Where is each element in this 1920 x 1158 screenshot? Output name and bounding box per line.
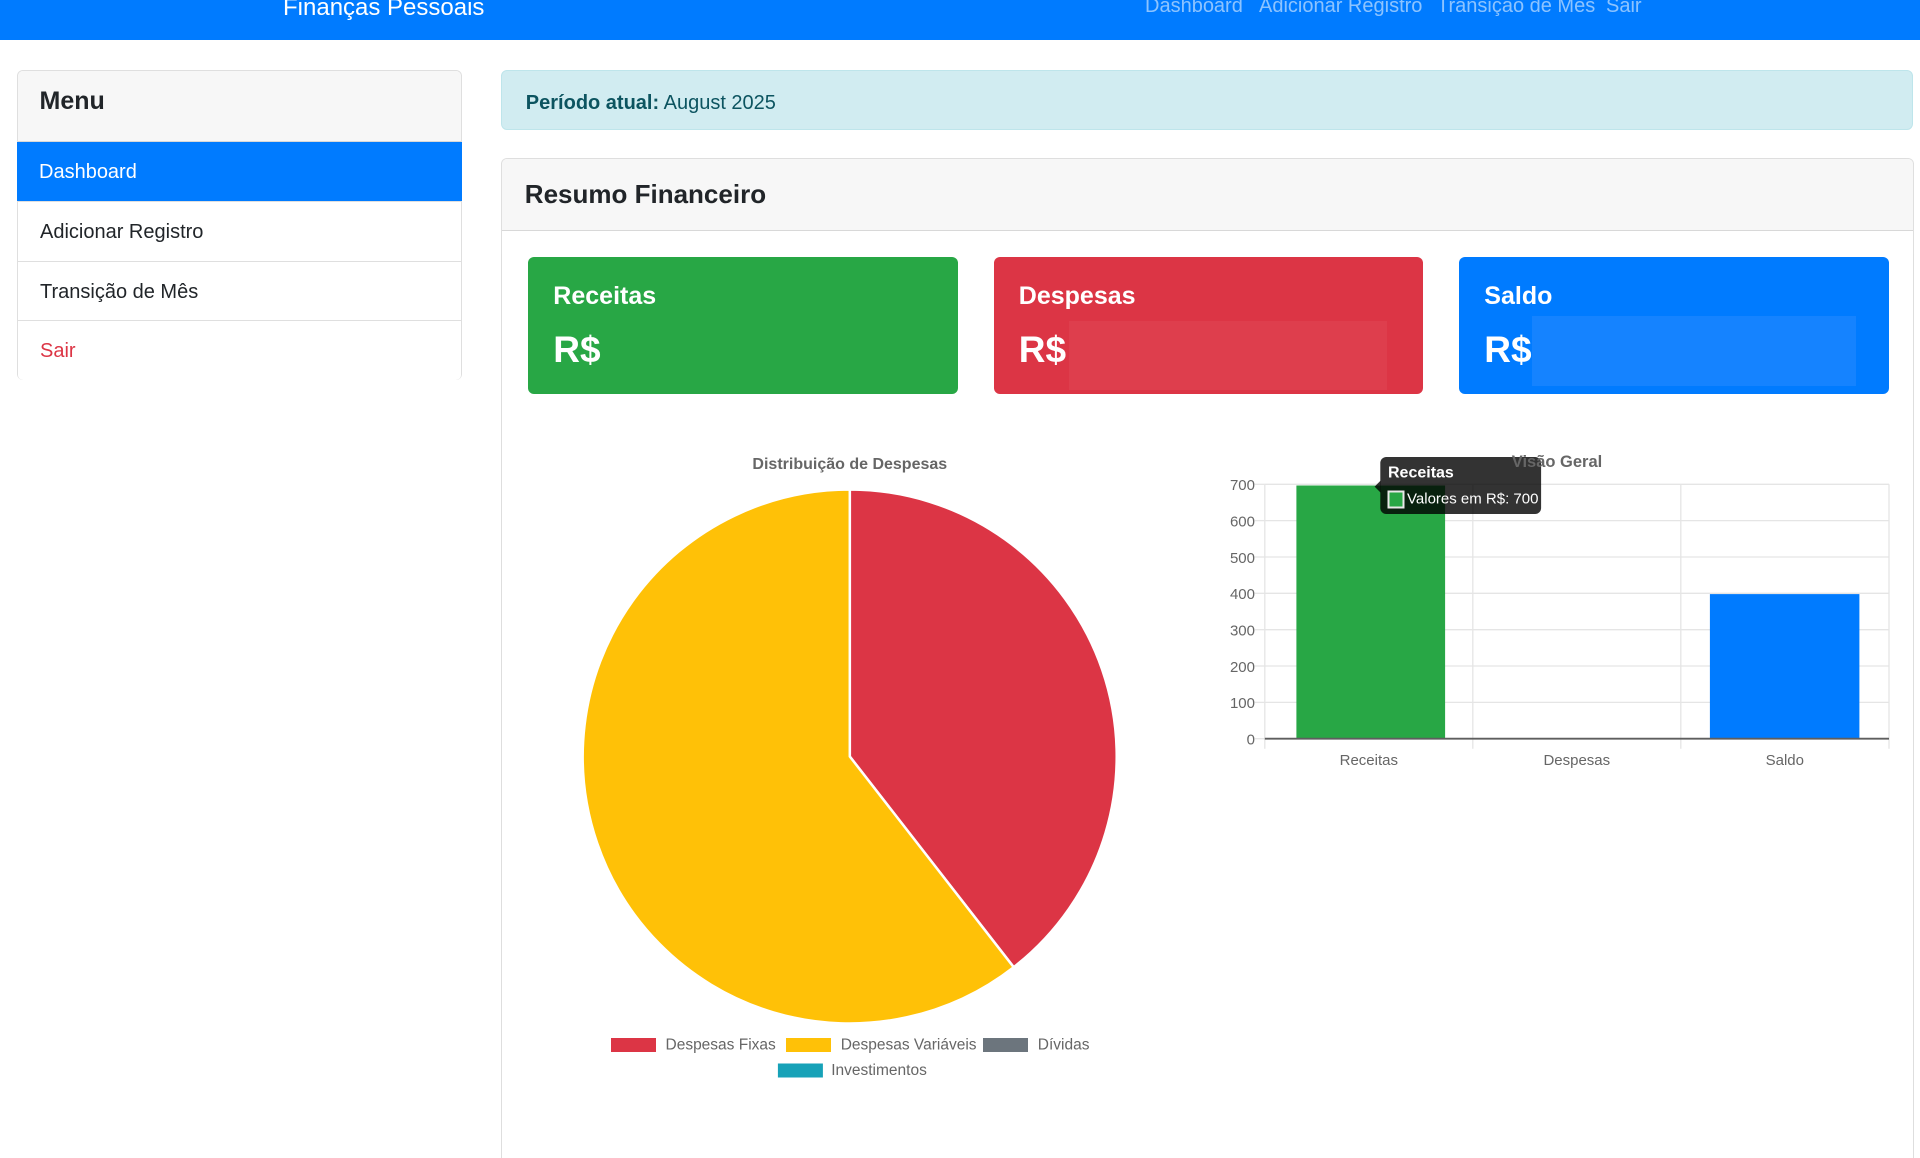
svg-text:Receitas: Receitas	[1340, 752, 1398, 769]
svg-text:700: 700	[1230, 477, 1255, 494]
svg-text:200: 200	[1230, 659, 1255, 676]
svg-text:Despesas: Despesas	[1543, 752, 1610, 769]
svg-text:600: 600	[1230, 513, 1255, 530]
svg-text:Distribuição de Despesas: Distribuição de Despesas	[752, 456, 947, 473]
svg-text:Receitas: Receitas	[1388, 465, 1454, 482]
svg-text:Despesas Variáveis: Despesas Variáveis	[841, 1037, 977, 1054]
svg-text:100: 100	[1230, 695, 1255, 712]
svg-text:500: 500	[1230, 550, 1255, 567]
svg-text:Saldo: Saldo	[1766, 752, 1804, 769]
svg-text:300: 300	[1230, 623, 1255, 640]
svg-text:Dívidas: Dívidas	[1038, 1037, 1090, 1054]
svg-text:Valores em R$: 700: Valores em R$: 700	[1407, 491, 1538, 508]
svg-text:Visão Geral: Visão Geral	[1512, 453, 1603, 471]
svg-text:Investimentos: Investimentos	[831, 1062, 927, 1079]
svg-text:Despesas Fixas: Despesas Fixas	[666, 1037, 777, 1054]
svg-text:0: 0	[1247, 732, 1255, 749]
svg-text:400: 400	[1230, 586, 1255, 603]
